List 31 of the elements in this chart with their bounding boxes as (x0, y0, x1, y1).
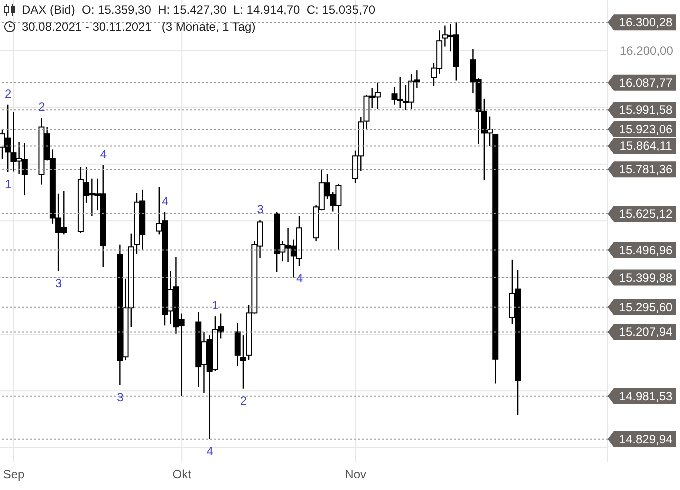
annotation: 4 (162, 194, 169, 208)
y-tick-label: 15.207,94 (619, 325, 674, 340)
y-tick-label: 15.399,88 (619, 270, 674, 285)
annotation: 3 (257, 202, 264, 217)
y-tick-label: 15.625,12 (619, 206, 674, 221)
annotation: 2 (240, 394, 248, 408)
y-tick-label: 14.829,94 (619, 432, 674, 446)
annotation: 2 (38, 100, 46, 114)
y-tick-label: 16.300,28 (619, 16, 674, 30)
y-tick-label: 16.200,00 (620, 44, 674, 58)
annotation: 4 (296, 271, 304, 286)
x-tick-label: Sep (3, 468, 26, 482)
y-tick-label: 15.991,58 (619, 103, 674, 118)
annotation: 2 (5, 86, 12, 101)
annotation: 4 (100, 148, 108, 162)
annotation: 3 (55, 276, 62, 291)
annotation: 3 (117, 390, 124, 404)
x-tick-label: Okt (172, 468, 192, 482)
y-tick-label: 15.781,36 (619, 162, 674, 177)
y-tick-label: 15.923,06 (619, 122, 674, 137)
chart-title: DAX (Bid) O: 15.359,30 H: 15.427,30 L: 14.914,70 C: 15.035,70 (22, 3, 376, 17)
annotation: 1 (212, 298, 220, 313)
y-tick-label: 15.295,60 (619, 300, 674, 314)
y-tick-label: 16.087,77 (619, 76, 674, 90)
annotation: 1 (5, 177, 12, 192)
x-tick-label: Nov (345, 468, 367, 482)
y-tick-label: 15.864,11 (620, 139, 673, 154)
annotation: 4 (206, 444, 214, 458)
y-tick-label: 15.496,96 (619, 243, 674, 258)
text: 30.08.2021 - 30.11.2021 (3 Monate, 1 Tag) (22, 20, 256, 34)
y-tick-label: 14.981,53 (619, 389, 674, 404)
